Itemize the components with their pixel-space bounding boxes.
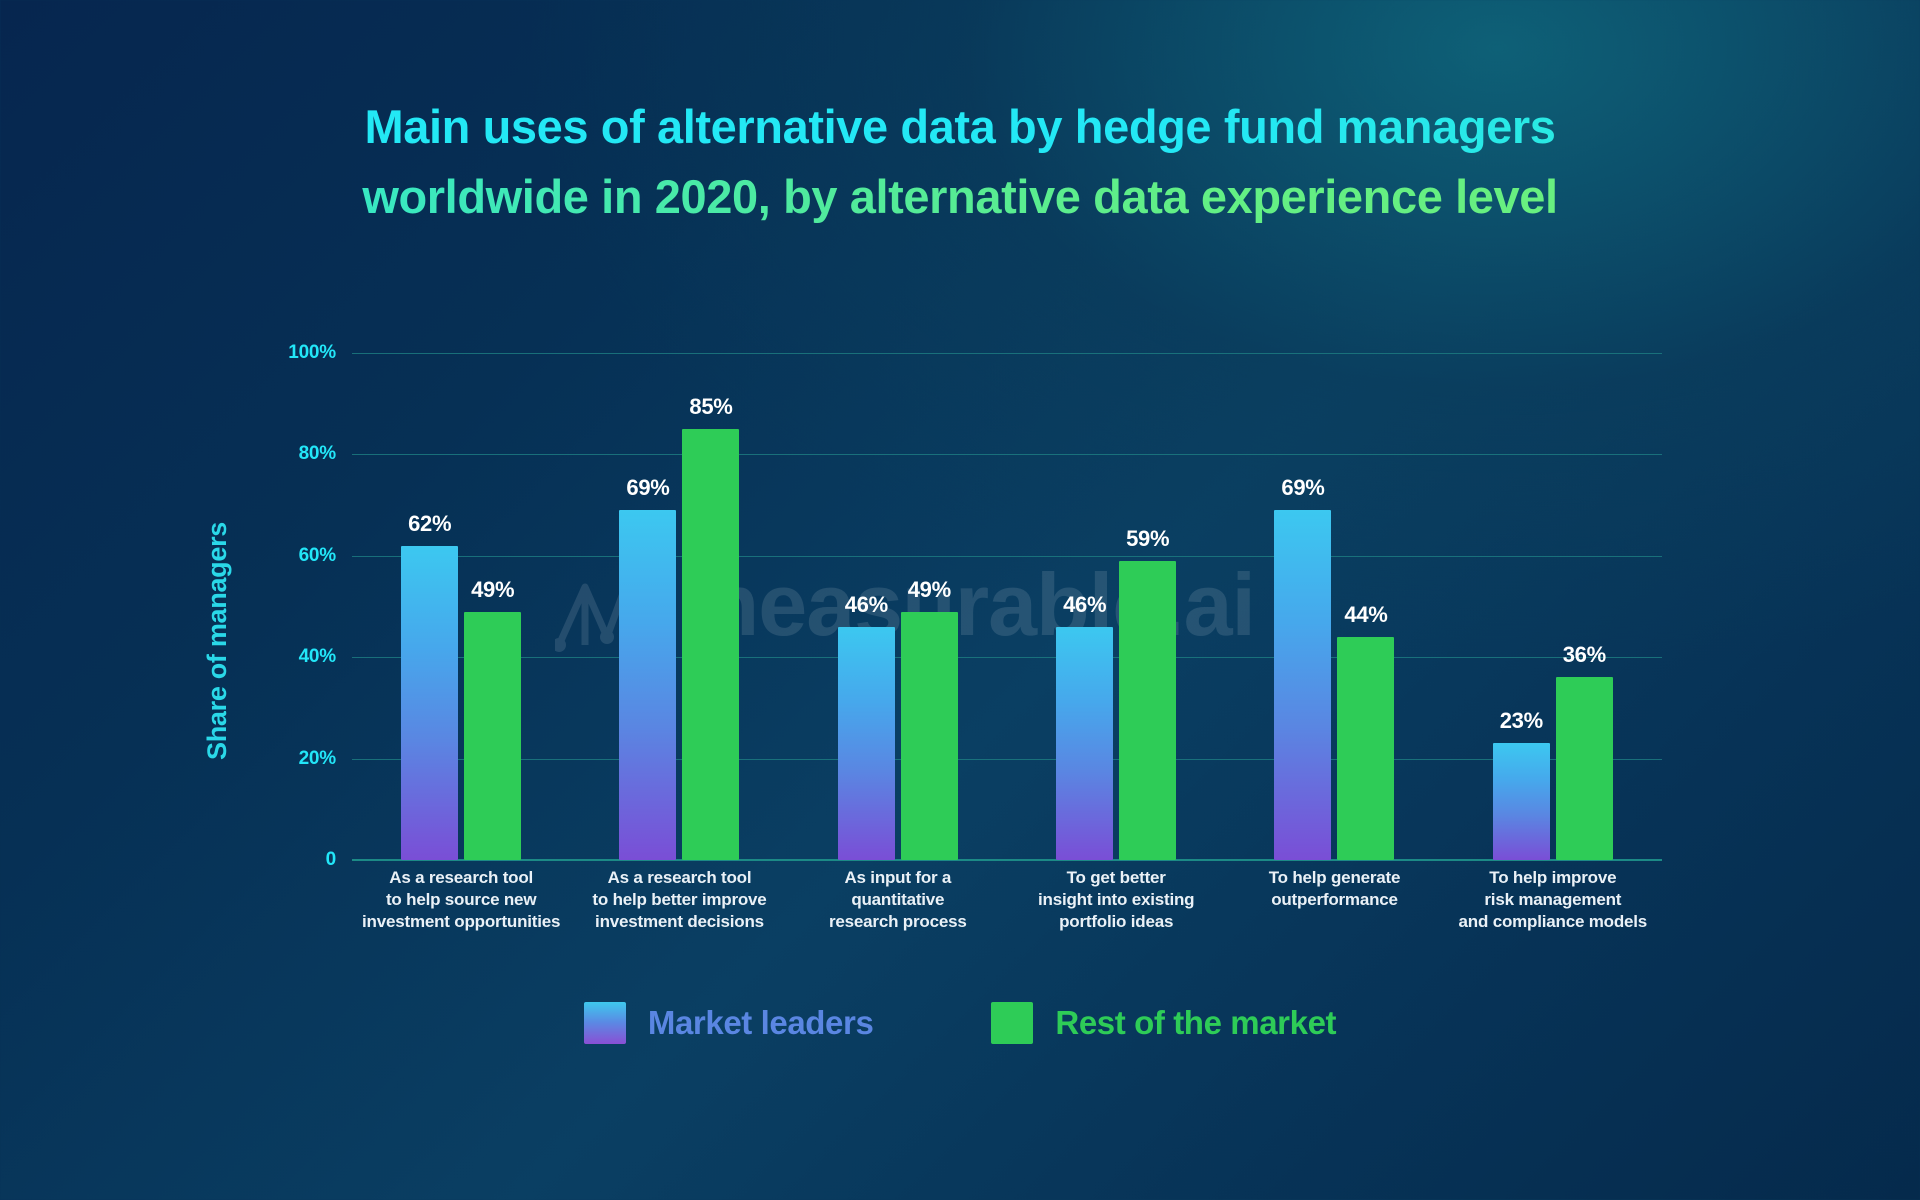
gridline	[352, 353, 1662, 354]
bar-rest-of-market[interactable]: 49%	[900, 577, 958, 860]
bar-group: 23% 36%	[1444, 353, 1662, 860]
bar-group: 46% 59%	[1007, 353, 1225, 860]
bar-value-label: 49%	[471, 576, 515, 602]
y-axis-tick-label: 20%	[298, 747, 337, 769]
bar-market-leaders[interactable]: 46%	[1056, 592, 1114, 860]
title-line-2: worldwide in 2020, by alternative data e…	[0, 162, 1920, 232]
y-axis-tick-label: 80%	[298, 443, 337, 465]
bar-rest-of-market[interactable]: 36%	[1555, 642, 1613, 860]
bar-rest-of-market[interactable]: 85%	[682, 394, 740, 860]
chart-legend: Market leaders Rest of the market	[0, 1002, 1920, 1044]
bar-value-label: 69%	[626, 475, 670, 501]
bar-rest-of-market[interactable]: 49%	[464, 577, 522, 860]
bar-market-leaders[interactable]: 23%	[1492, 708, 1550, 860]
bar-rest-of-market[interactable]: 44%	[1337, 602, 1395, 860]
bar-rest-of-market[interactable]: 59%	[1119, 526, 1177, 860]
legend-item[interactable]: Market leaders	[583, 1002, 874, 1044]
category-label-line: As a research tool	[607, 868, 752, 887]
legend-label: Market leaders	[647, 1004, 874, 1041]
bar-market-leaders[interactable]: 69%	[1274, 475, 1332, 860]
y-axis-label: Share of managers	[201, 522, 232, 760]
y-axis-tick-label: 60%	[298, 544, 337, 566]
bar-value-label: 46%	[1063, 591, 1107, 617]
category-label-line: portfolio ideas	[1059, 912, 1174, 931]
category-label: As input for a quantitative research proce…	[777, 867, 1019, 933]
bar-value-label: 59%	[1126, 525, 1170, 551]
bar-group: 46% 49%	[789, 353, 1007, 860]
category-label-line: quantitative	[851, 890, 945, 909]
y-axis-tick-label: 0	[325, 849, 337, 870]
gridline	[352, 454, 1662, 456]
gridline	[352, 657, 1662, 659]
category-label-line: As a research tool	[389, 868, 534, 887]
bar-value-label: 36%	[1562, 642, 1606, 668]
category-label-line: As input for a	[844, 868, 952, 887]
bar-market-leaders[interactable]: 46%	[837, 592, 895, 860]
bar-value-label: 85%	[689, 394, 733, 420]
bar-group: 62% 49%	[352, 353, 570, 860]
legend-label: Rest of the market	[1055, 1004, 1337, 1041]
page-title: Main uses of alternative data by hedge f…	[0, 92, 1920, 232]
bar-market-leaders[interactable]: 62%	[401, 511, 459, 860]
category-label-line: To help improve	[1489, 868, 1617, 887]
legend-swatch	[991, 1002, 1034, 1044]
footer: Sources AIMA: SS&C Technologies, Inc. ©S…	[0, 1060, 1920, 1200]
category-label-line: insight into existing	[1037, 890, 1195, 909]
bar-value-label: 49%	[907, 576, 951, 602]
category-label-line: To help generate	[1268, 868, 1401, 887]
category-label-line: To get better	[1066, 868, 1166, 887]
legend-item[interactable]: Rest of the market	[991, 1002, 1337, 1044]
bar-group: 69% 85%	[570, 353, 788, 860]
category-label-line: and compliance models	[1458, 912, 1648, 931]
bar-value-label: 44%	[1344, 601, 1388, 627]
category-label-line: investment decisions	[595, 912, 764, 931]
category-label-line: investment opportunities	[362, 912, 561, 931]
bar-value-label: 46%	[844, 591, 888, 617]
plot-area: 0 20% 40% 60% 80% 100% 62% 49% 69% 85% 46% 49% 46% 5…	[288, 342, 1662, 931]
category-label-line: to help source new	[385, 890, 537, 909]
bar-value-label: 69%	[1281, 475, 1325, 501]
bar-value-label: 62%	[408, 510, 452, 536]
y-axis-tick-label: 40%	[298, 646, 337, 668]
category-label-line: risk management	[1484, 890, 1622, 909]
category-label-line: outperformance	[1271, 890, 1398, 909]
y-axis-tick-label: 100%	[288, 342, 336, 363]
category-label: As a research tool to help source new inve…	[340, 867, 582, 933]
bar-value-label: 23%	[1499, 708, 1543, 734]
category-label: To get better insight into existing portfo…	[995, 867, 1237, 933]
gridline	[352, 555, 1662, 557]
legend-swatch	[583, 1002, 626, 1044]
category-label-line: research process	[829, 912, 967, 931]
category-label: To help generate outperformance	[1213, 867, 1455, 911]
x-axis-line	[352, 859, 1662, 861]
gridline	[352, 758, 1662, 760]
bar-group: 69% 44%	[1225, 353, 1443, 860]
bar-market-leaders[interactable]: 69%	[619, 475, 677, 860]
category-label: As a research tool to help better improve…	[558, 867, 800, 933]
category-label-line: to help better improve	[592, 890, 767, 909]
category-label: To help improve risk management and compli…	[1432, 867, 1674, 933]
title-line-1: Main uses of alternative data by hedge f…	[0, 92, 1920, 162]
